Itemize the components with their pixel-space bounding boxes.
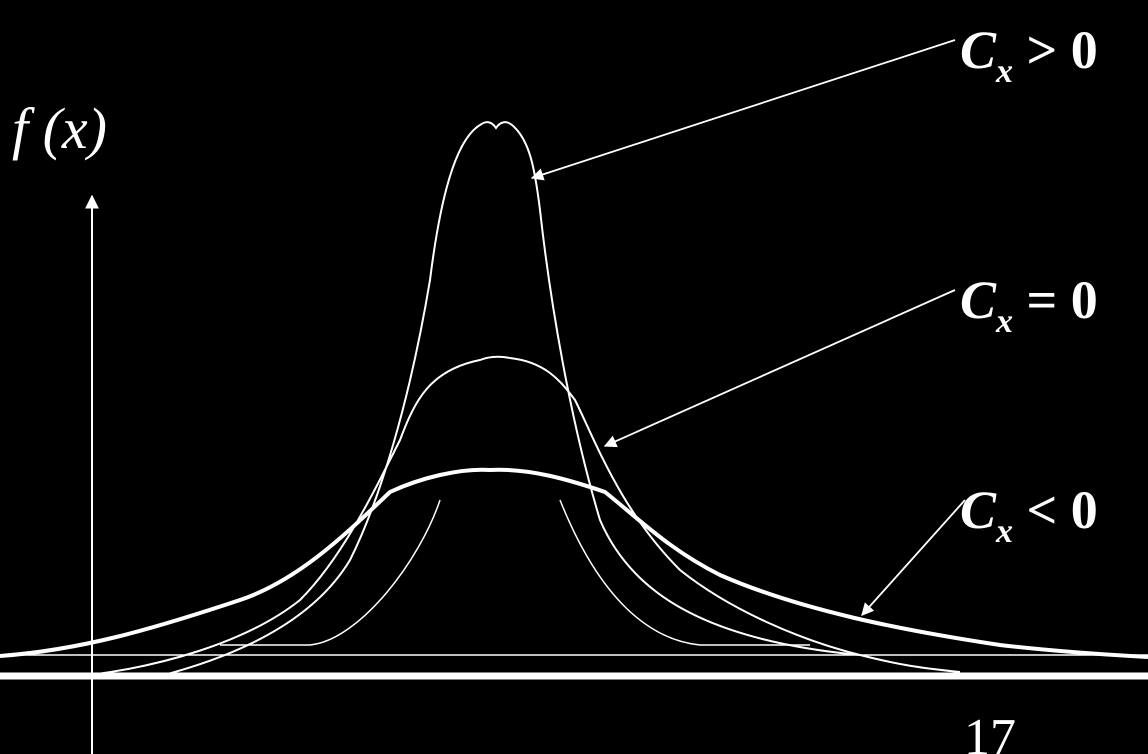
page-number: 17 bbox=[964, 709, 1016, 754]
curve-cx-negative bbox=[0, 467, 1148, 659]
curve-cx-positive-foot bbox=[220, 499, 810, 646]
curve-cx-positive bbox=[159, 121, 861, 677]
label-cx-zero: Cx = 0 bbox=[960, 270, 1098, 340]
curve-cx-zero bbox=[59, 355, 961, 679]
y-axis-label: f (x) bbox=[12, 96, 107, 161]
label-cx-positive: Cx > 0 bbox=[960, 20, 1098, 90]
arrow-cx-positive bbox=[530, 39, 956, 181]
arrow-cx-negative bbox=[861, 499, 966, 616]
arrow-cx-zero bbox=[603, 289, 956, 448]
label-cx-negative: Cx < 0 bbox=[960, 480, 1098, 550]
